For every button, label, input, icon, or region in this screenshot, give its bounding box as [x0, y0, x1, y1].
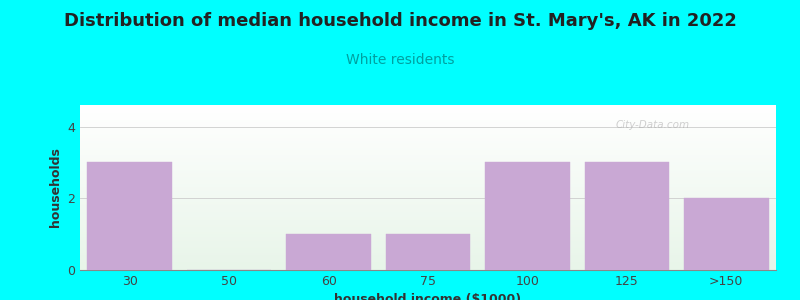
Bar [585, 162, 669, 270]
Bar [684, 198, 769, 270]
Bar [286, 234, 371, 270]
Bar [386, 234, 470, 270]
Text: City-Data.com: City-Data.com [616, 120, 690, 130]
Y-axis label: households: households [49, 148, 62, 227]
Bar [485, 162, 570, 270]
X-axis label: household income ($1000): household income ($1000) [334, 293, 522, 300]
Text: White residents: White residents [346, 53, 454, 67]
Bar [87, 162, 172, 270]
Text: Distribution of median household income in St. Mary's, AK in 2022: Distribution of median household income … [63, 12, 737, 30]
